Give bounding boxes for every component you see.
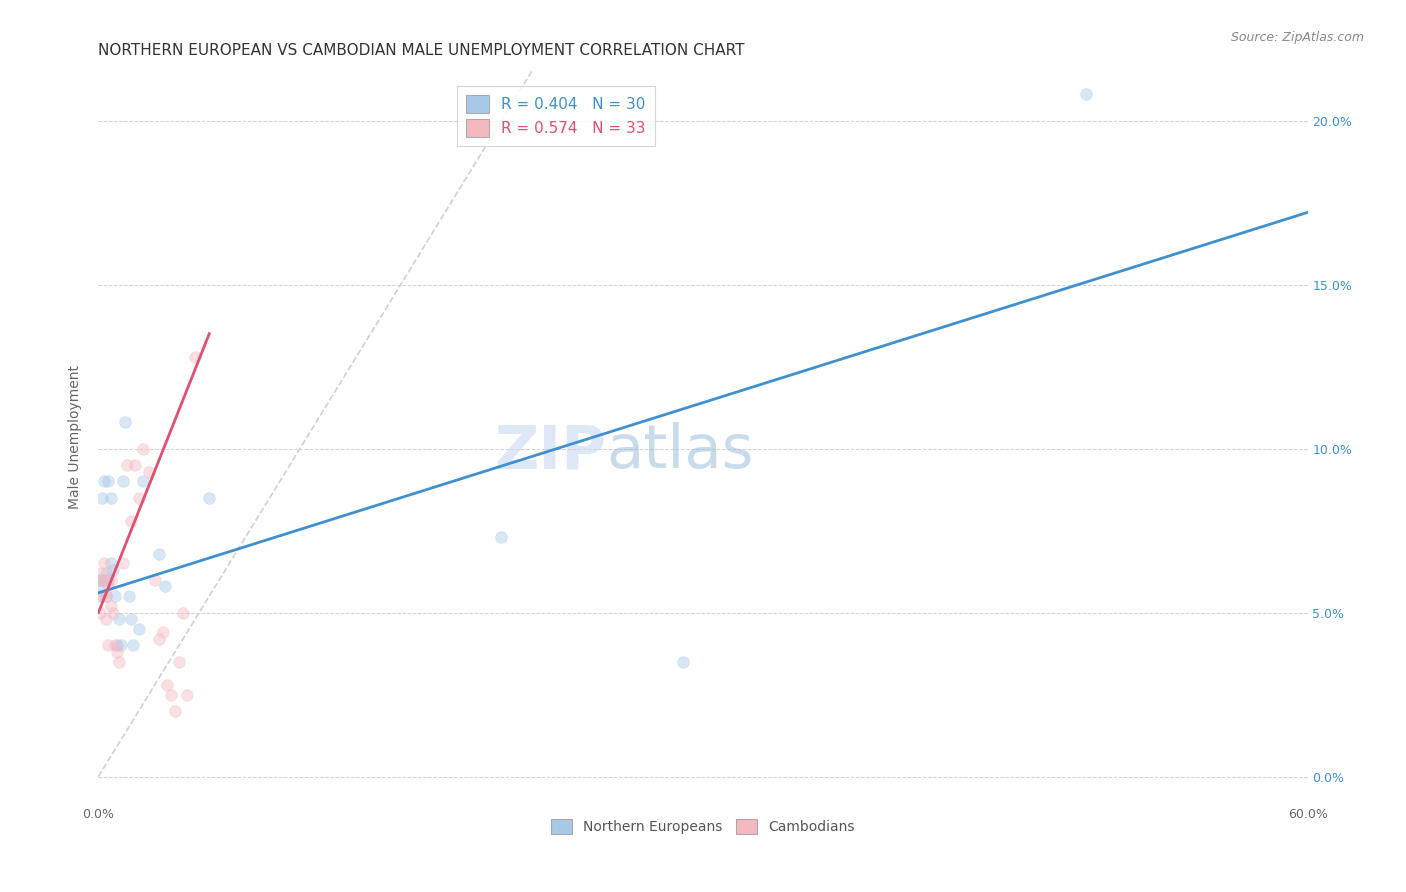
Point [491,530,513,544]
Point [101,563,124,577]
Point [110,638,132,652]
Point [93,573,115,587]
Point [114,415,136,429]
Point [128,622,150,636]
Point [103,638,125,652]
Point [132,475,155,489]
Text: ZIP: ZIP [495,422,606,481]
Point [120,514,142,528]
Point [148,547,170,561]
Point [153,579,176,593]
Point [152,625,174,640]
Text: NORTHERN EUROPEAN VS CAMBODIAN MALE UNEMPLOYMENT CORRELATION CHART: NORTHERN EUROPEAN VS CAMBODIAN MALE UNEM… [98,43,745,58]
Point [96,589,118,603]
Point [107,612,129,626]
Point [172,606,194,620]
Y-axis label: Male Unemployment: Male Unemployment [69,365,83,509]
Point [1074,87,1097,102]
Point [97,638,120,652]
Point [91,589,114,603]
Point [91,579,114,593]
Point [156,678,179,692]
Point [100,599,122,613]
Point [107,655,129,669]
Point [97,579,120,593]
Text: Source: ZipAtlas.com: Source: ZipAtlas.com [1230,31,1364,45]
Point [148,632,170,646]
Point [128,491,150,505]
Text: atlas: atlas [606,422,754,481]
Point [89,573,111,587]
Point [103,589,125,603]
Point [132,442,155,456]
Point [96,589,118,603]
Point [176,688,198,702]
Point [120,612,142,626]
Point [160,688,183,702]
Point [105,645,128,659]
Point [115,458,138,472]
Point [100,557,122,571]
Point [96,566,118,581]
Point [121,638,143,652]
Point [97,475,120,489]
Point [97,573,120,587]
Point [143,573,166,587]
Point [101,606,124,620]
Point [91,566,114,581]
Point [167,655,190,669]
Point [100,573,122,587]
Point [672,655,695,669]
Point [198,491,221,505]
Point [100,491,122,505]
Point [184,350,207,364]
Point [111,475,134,489]
Point [91,491,114,505]
Point [93,557,115,571]
Point [105,638,128,652]
Point [124,458,146,472]
Point [89,589,111,603]
Point [93,573,115,587]
Point [89,573,111,587]
Point [89,606,111,620]
Point [96,612,118,626]
Point [111,557,134,571]
Point [93,475,115,489]
Point [163,704,186,718]
Legend: Northern Europeans, Cambodians: Northern Europeans, Cambodians [546,814,860,839]
Point [138,465,160,479]
Point [118,589,141,603]
